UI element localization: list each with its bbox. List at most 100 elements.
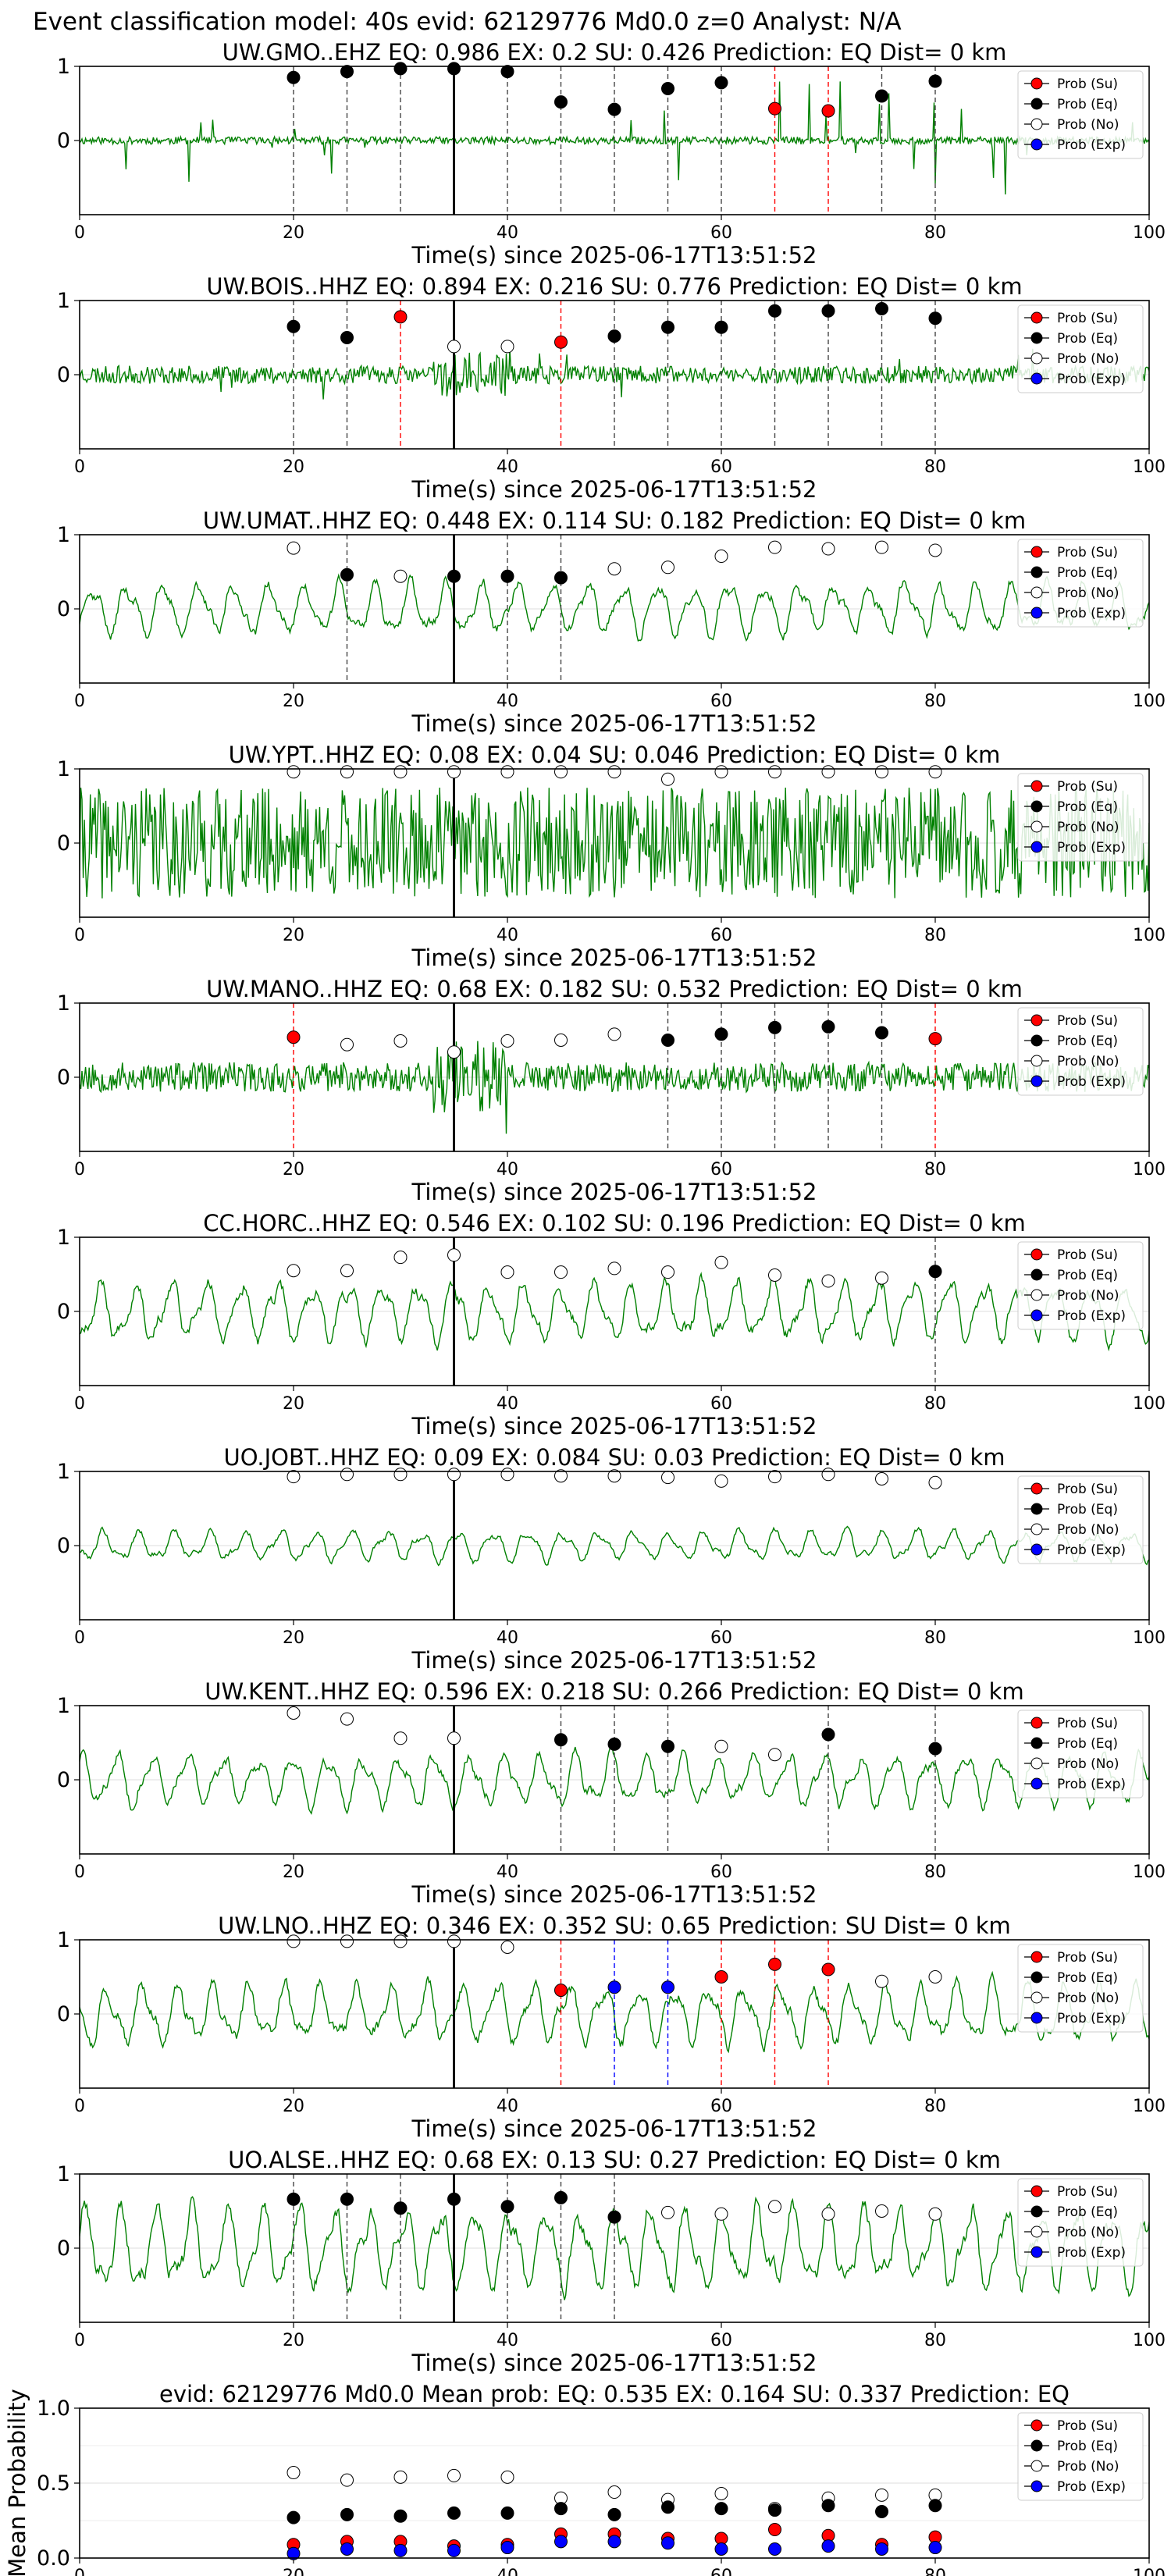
legend-marker-no [1030,352,1043,365]
legend-marker-exp [1030,2012,1043,2024]
legend-label: Prob (Su) [1057,1247,1118,1263]
legend-label: Prob (Exp) [1057,840,1126,856]
x-tick-label: 60 [710,1628,732,1648]
waveform-trace [80,81,1149,195]
x-tick-label: 0 [74,223,85,243]
mean-point-eq [447,2506,461,2520]
legend-box [1017,2178,1144,2267]
legend-marker-exp [1030,1777,1043,1790]
chart-panel: 0 20 40 60 80 100 0 1 UW.LNO..HHZ EQ: 0.346 EX: … [57,1912,1166,2142]
legend-label: Prob (No) [1057,1054,1119,1069]
prob-point-eq [287,2192,301,2206]
prob-point-eq [928,74,942,88]
x-tick-label: 20 [283,692,304,711]
x-tick-label: 40 [497,692,518,711]
mean-point-exp [340,2542,354,2556]
prob-point-no [447,340,461,354]
prob-point-no [768,1748,781,1762]
prob-point-eq [875,89,888,103]
x-axis-label: Time(s) since 2025-06-17T13:51:52 [411,476,817,503]
legend-marker-eq [1030,1034,1043,1047]
x-tick-label: 60 [710,926,732,945]
x-tick-label: 20 [283,457,304,477]
chart-panel: 0 20 40 60 80 100 0 1 UO.JOBT..HHZ EQ: 0.09 EX: … [57,1444,1166,1674]
legend-label: Prob (No) [1057,2459,1119,2475]
axes-frame [79,1236,1150,1386]
legend-label: Prob (Exp) [1057,1777,1126,1792]
legend-label: Prob (Eq) [1057,565,1118,581]
x-tick-label: 80 [924,2097,946,2116]
x-tick-label: 20 [283,223,304,243]
prob-point-eq [661,1739,674,1753]
mean-point-su [768,2523,781,2537]
x-tick-label: 60 [710,223,732,243]
prob-point-eq [661,320,674,334]
mean-point-exp [821,2539,835,2553]
y-tick-label: 1 [57,1694,70,1718]
prob-point-no [661,772,674,786]
x-axis-label: Time(s) since 2025-06-17T13:51:52 [411,1179,817,1205]
x-tick-label: 0 [74,1628,85,1648]
x-tick-label: 0 [74,2331,85,2350]
prob-point-no [607,1469,621,1483]
legend-box [1017,539,1144,628]
x-tick-label: 40 [497,457,518,477]
legend-label: Prob (Eq) [1057,1736,1118,1752]
prob-point-su [821,1962,835,1976]
mean-point-eq [287,2510,301,2524]
legend-label: Prob (Su) [1057,545,1118,560]
prob-point-su [554,335,568,349]
legend-label: Prob (Su) [1057,311,1118,326]
legend-label: Prob (Exp) [1057,2479,1126,2495]
x-tick-label: 20 [283,926,304,945]
prob-point-eq [821,304,835,318]
mean-point-no [340,2473,354,2487]
mean-point-exp [661,2536,674,2550]
x-tick-label: 40 [497,1863,518,1882]
legend-marker-exp [1030,841,1043,853]
mean-point-eq [661,2500,674,2514]
legend-marker-exp [1030,138,1043,151]
figure-title: Event classification model: 40s evid: 62… [33,8,902,36]
x-tick-label: 40 [497,2567,518,2576]
chart-panel: 0 20 40 60 80 100 0 1 UO.ALSE..HHZ EQ: 0.68 EX: … [57,2147,1166,2376]
x-tick-label: 0 [74,926,85,945]
x-tick-label: 80 [924,1863,946,1882]
prob-point-eq [875,1026,888,1040]
legend-label: Prob (Su) [1057,1482,1118,1497]
prob-point-no [500,340,514,354]
mean-point-eq [393,2509,408,2523]
waveform-group [80,535,1149,683]
prob-point-eq [447,62,461,76]
mean-point-eq [768,2503,781,2517]
prob-point-eq [447,569,461,583]
mean-point-no [607,2485,621,2500]
legend-marker-exp [1030,607,1043,619]
axes-frame [79,1002,1150,1152]
mean-point-no [447,2468,461,2482]
prob-point-eq [554,571,568,585]
legend-box [1017,70,1144,159]
y-tick-label: 1 [57,55,70,79]
prob-point-eq [287,319,301,333]
x-tick-label: 20 [283,2097,304,2116]
x-tick-label: 80 [924,1394,946,1414]
prob-point-eq [714,1027,728,1041]
waveform-group [80,1237,1149,1386]
legend-label: Prob (Su) [1057,2184,1118,2200]
prob-point-no [447,1934,461,1948]
prob-point-eq [928,311,942,326]
chart-title: UO.JOBT..HHZ EQ: 0.09 EX: 0.084 SU: 0.03… [223,1444,1005,1471]
legend-marker-exp [1030,2480,1043,2492]
legend-label: Prob (Exp) [1057,137,1126,153]
mean-point-exp [714,2542,728,2556]
legend-label: Prob (Exp) [1057,1542,1126,1558]
prob-point-no [768,1470,781,1484]
chart-title: UW.MANO..HHZ EQ: 0.68 EX: 0.182 SU: 0.53… [206,976,1023,1002]
y-tick-label: 1 [57,1928,70,1952]
prob-point-eq [607,2210,621,2224]
y-tick-label: 1 [57,991,70,1016]
prob-point-no [661,1265,674,1279]
y-axis-label: Mean Probability [4,2389,30,2576]
